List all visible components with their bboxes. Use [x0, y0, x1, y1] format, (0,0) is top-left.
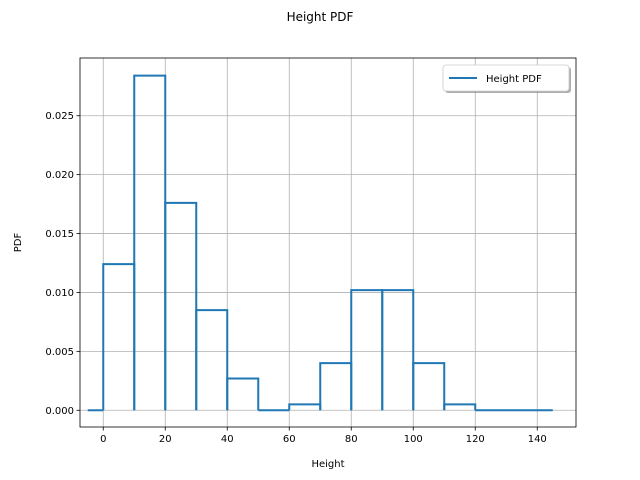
histogram-bin — [381, 289, 415, 411]
chart-title: Height PDF — [287, 10, 354, 24]
y-tick-label: 0.000 — [45, 406, 74, 417]
y-tick-label: 0.010 — [45, 288, 74, 299]
y-axis-label: PDF — [13, 233, 24, 253]
histogram-bin — [195, 309, 229, 411]
y-tick-label: 0.020 — [45, 170, 74, 181]
y-axis-ticks: 0.000 0.005 0.010 0.015 0.020 0.025 — [45, 111, 80, 417]
x-tick-label: 60 — [283, 434, 296, 445]
x-axis-ticks: 0 20 40 60 80 100 120 140 — [100, 427, 547, 445]
x-tick-label: 100 — [404, 434, 423, 445]
histogram-bin — [319, 362, 353, 411]
histogram-bin — [288, 403, 322, 411]
histogram-bin — [350, 289, 384, 411]
series-height-pdf — [87, 74, 553, 412]
legend-box — [442, 64, 570, 92]
y-tick-label: 0.025 — [45, 111, 74, 122]
histogram-bin — [412, 362, 446, 411]
x-tick-label: 0 — [100, 434, 106, 445]
plot-frame — [79, 57, 577, 428]
x-tick-label: 120 — [466, 434, 485, 445]
histogram-bin — [226, 377, 260, 411]
x-tick-label: 40 — [221, 434, 234, 445]
histogram-bin — [164, 201, 198, 411]
x-tick-label: 140 — [528, 434, 547, 445]
histogram-bin — [102, 263, 136, 411]
y-tick-label: 0.015 — [45, 229, 74, 240]
x-axis-label: Height — [311, 459, 344, 470]
series-layer — [87, 74, 553, 412]
x-tick-label: 20 — [159, 434, 172, 445]
grid — [80, 58, 576, 427]
x-tick-label: 80 — [345, 434, 358, 445]
y-tick-label: 0.005 — [45, 347, 74, 358]
histogram-bin — [443, 403, 477, 411]
legend-label: Height PDF — [486, 74, 542, 85]
legend: Height PDF — [442, 64, 571, 93]
histogram-bin — [133, 74, 167, 411]
